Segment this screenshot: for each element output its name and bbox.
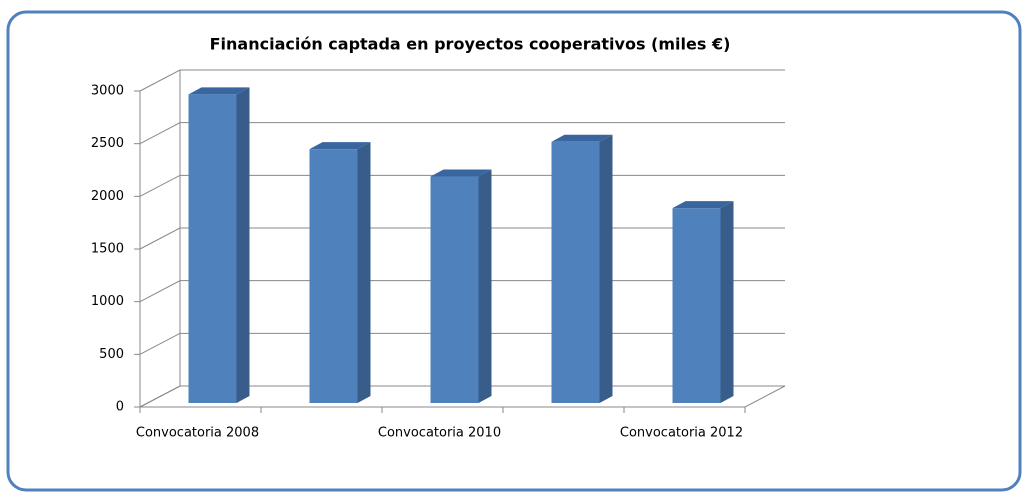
x-tick-label: Convocatoria 2012	[620, 426, 743, 441]
bar-top	[430, 169, 492, 177]
y-tick-label: 2500	[91, 136, 124, 151]
y-tick-label: 0	[116, 400, 124, 415]
bar-side	[720, 201, 734, 403]
bar	[551, 141, 600, 404]
y-tick-label: 1500	[91, 242, 124, 257]
bar-side	[357, 142, 371, 403]
bar-top	[309, 142, 371, 150]
grid-line	[139, 122, 785, 145]
grid-line	[139, 69, 785, 92]
bar	[188, 94, 237, 403]
bar-top	[551, 134, 613, 142]
x-tick-label: Convocatoria 2010	[378, 426, 501, 441]
bar-side	[236, 87, 250, 403]
bar-side	[599, 134, 613, 404]
y-tick-label: 2000	[91, 189, 124, 204]
bar-side	[478, 169, 492, 403]
bar	[672, 208, 721, 403]
y-tick-label: 3000	[91, 84, 124, 99]
x-tick-label: Convocatoria 2008	[136, 426, 259, 441]
bar-top	[672, 201, 734, 209]
frame	[6, 10, 1022, 492]
bar-top	[188, 87, 250, 95]
bar	[309, 149, 358, 403]
y-tick-label: 500	[99, 347, 124, 362]
bar	[430, 176, 479, 403]
chart-title: Financiación captada en proyectos cooper…	[210, 35, 731, 54]
y-tick-label: 1000	[91, 294, 124, 309]
